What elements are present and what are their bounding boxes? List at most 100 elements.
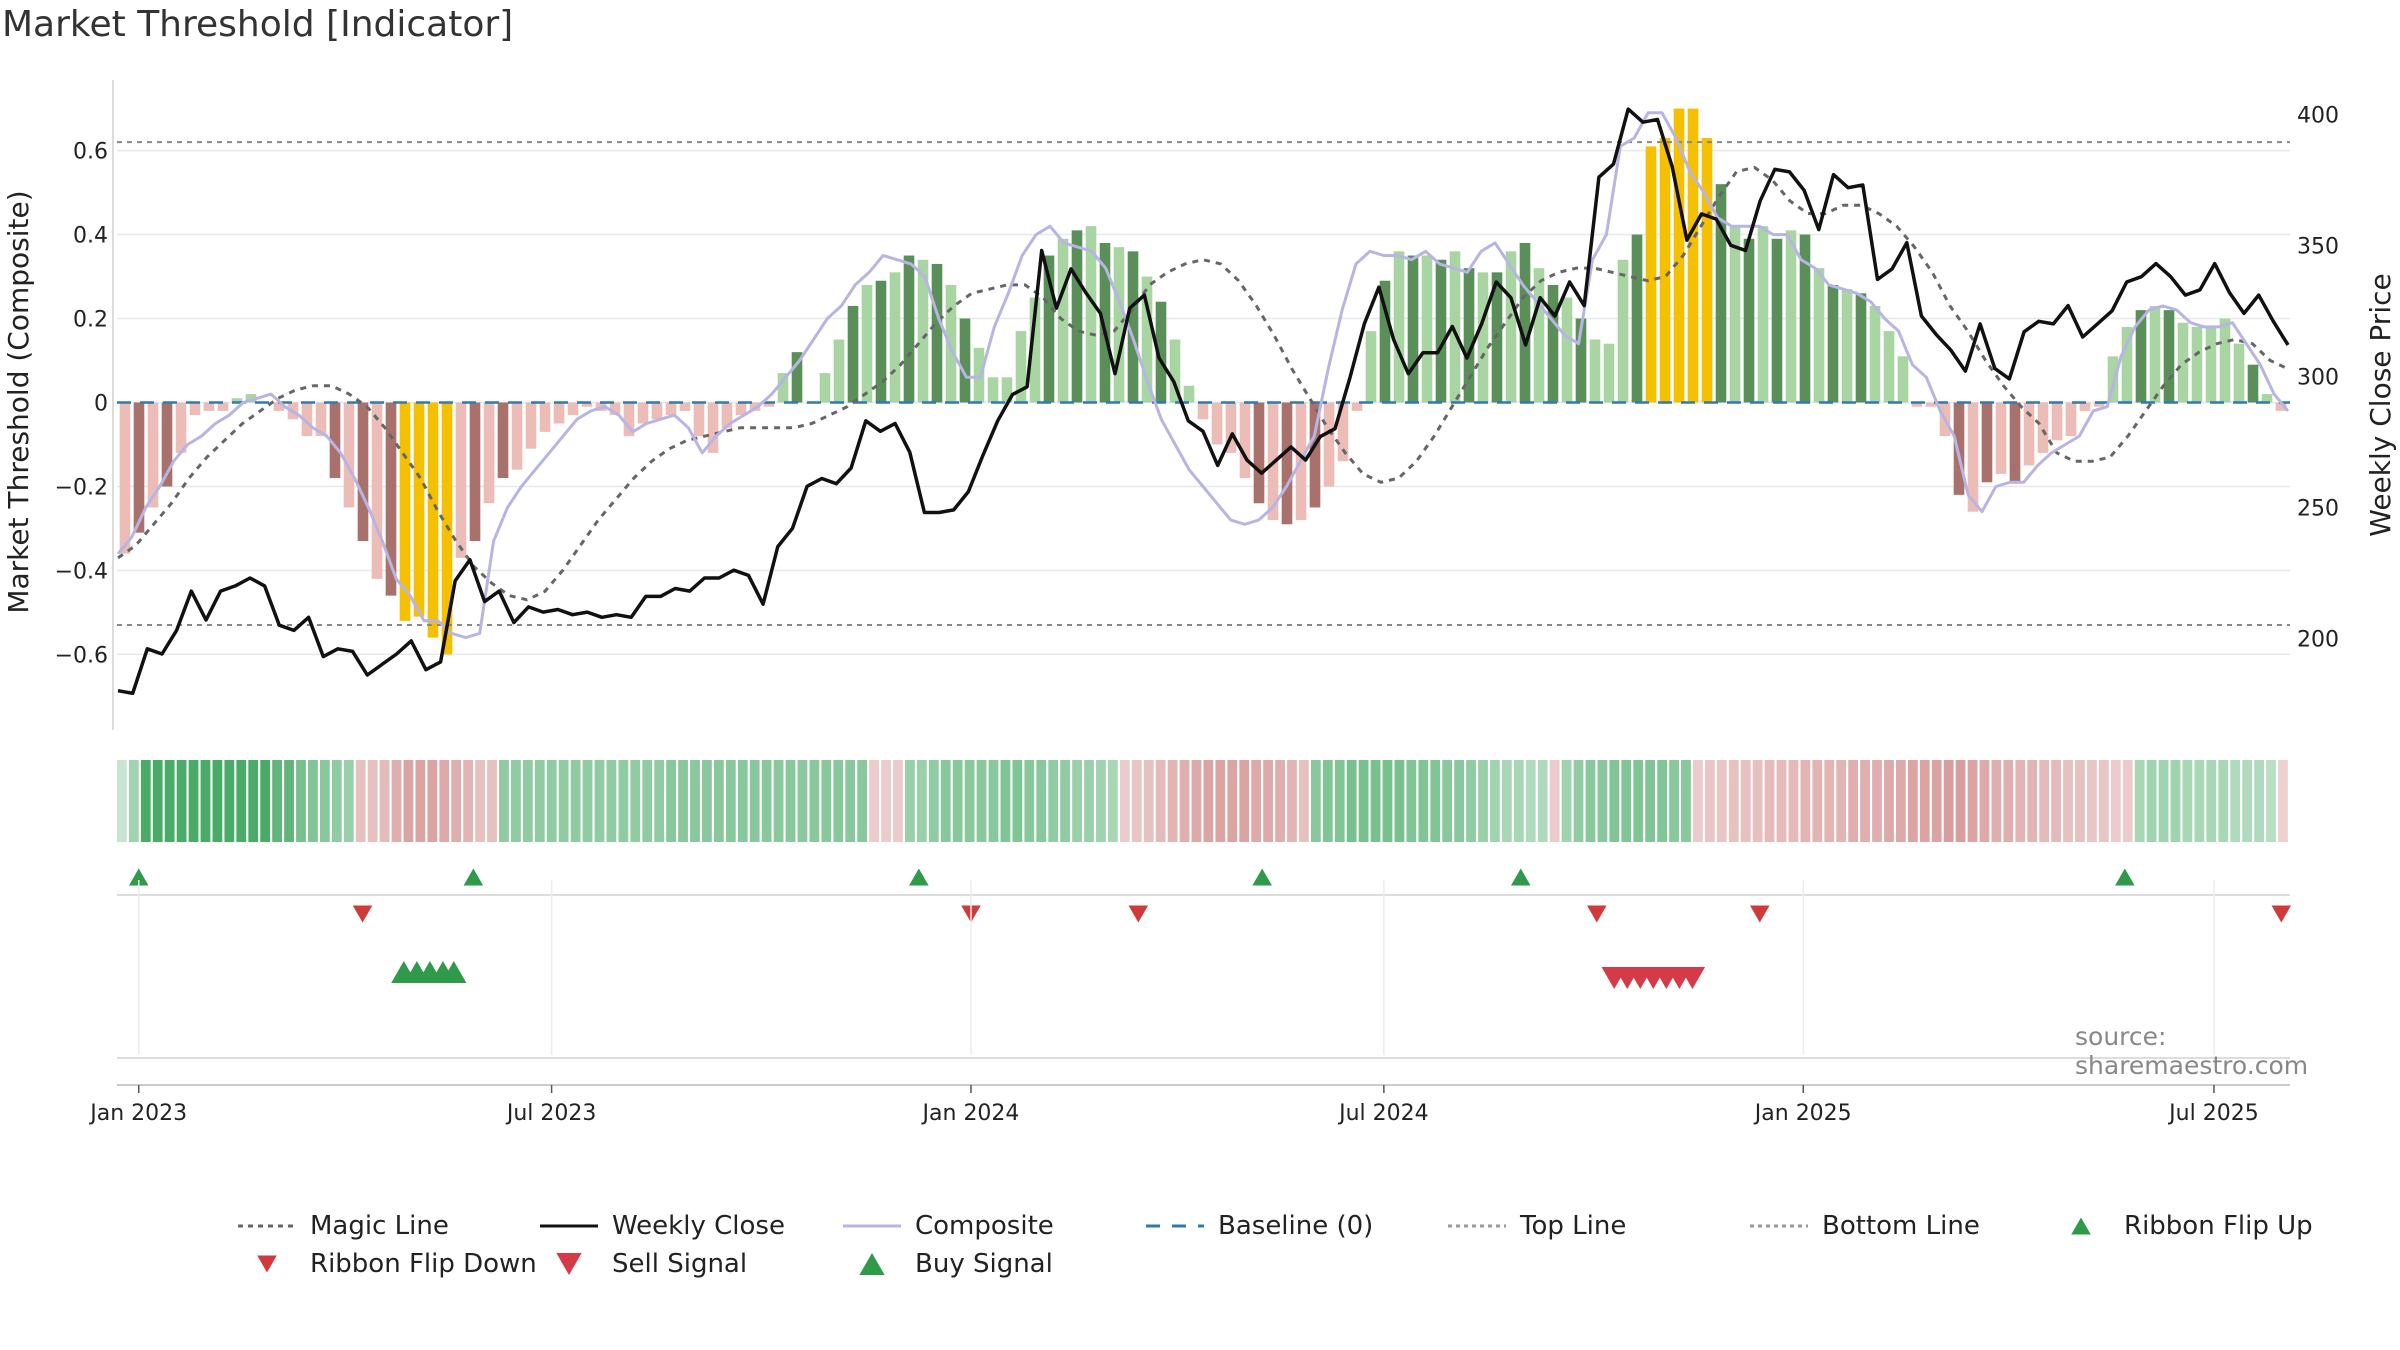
- composite-bar: [1225, 402, 1237, 453]
- ribbon-cell: [2170, 760, 2181, 842]
- ribbon-cell: [2158, 760, 2169, 842]
- ribbon-cell: [702, 760, 712, 842]
- composite-bar: [973, 347, 985, 403]
- ribbon-cell: [737, 760, 748, 842]
- buy-signal-marker: [441, 961, 467, 983]
- composite-bar: [133, 402, 145, 533]
- composite-bar: [875, 280, 887, 403]
- right-tick-label: 350: [2297, 234, 2339, 259]
- composite-bar: [119, 402, 131, 554]
- ribbon-cell: [1239, 760, 1250, 842]
- ribbon-cell: [654, 760, 665, 842]
- ribbon-cell: [1084, 760, 1094, 842]
- left-tick-label: −0.4: [55, 559, 108, 584]
- composite-bar: [1701, 137, 1713, 403]
- ribbon-cell: [857, 760, 868, 842]
- composite-bar: [1953, 402, 1965, 495]
- composite-bar: [1029, 297, 1041, 403]
- legend-item: Baseline (0): [1146, 1211, 1373, 1241]
- ribbon-cell: [1776, 760, 1787, 842]
- ribbon-cell: [1752, 760, 1763, 842]
- composite-bar: [2065, 402, 2077, 437]
- ribbon-cell: [1884, 760, 1894, 842]
- ribbon-cell: [1561, 760, 1572, 842]
- legend-swatch: [556, 1253, 582, 1275]
- ribbon-cell: [630, 760, 641, 842]
- ribbon-cell: [594, 760, 605, 842]
- legend-label: Weekly Close: [612, 1211, 785, 1241]
- ribbon-cell: [1573, 760, 1584, 842]
- composite-bar: [2093, 402, 2105, 407]
- ribbon-cell: [522, 760, 533, 842]
- ribbon-flip-up-marker: [2115, 868, 2135, 886]
- ribbon-cell: [1000, 760, 1011, 842]
- ribbon-cell: [1669, 760, 1679, 842]
- composite-bar: [1449, 251, 1461, 403]
- composite-bar: [1407, 255, 1419, 403]
- composite-bar: [1757, 226, 1769, 403]
- x-tick-label: Jul 2024: [1337, 1101, 1429, 1126]
- ribbon-cell: [916, 760, 927, 842]
- legend-label: Ribbon Flip Down: [310, 1249, 537, 1279]
- composite-bar: [2191, 326, 2203, 403]
- composite-bar: [567, 402, 579, 416]
- ribbon-cell: [534, 760, 545, 842]
- ribbon-cell: [2134, 760, 2145, 842]
- composite-bar: [2135, 310, 2147, 403]
- right-tick-label: 300: [2297, 365, 2339, 390]
- weekly-close-line: [117, 107, 2290, 696]
- right-tick-label: 400: [2297, 103, 2339, 128]
- composite-bar: [525, 402, 537, 449]
- ribbon-cell: [415, 760, 426, 842]
- composite-bar: [903, 255, 915, 403]
- composite-bar: [427, 402, 439, 638]
- composite-bar: [413, 402, 425, 617]
- ribbon-cell: [2218, 760, 2229, 842]
- ribbon-cell: [1096, 760, 1106, 842]
- ribbon-cell: [1824, 760, 1835, 842]
- ribbon-cell: [905, 760, 915, 842]
- right-tick-label: 250: [2297, 496, 2339, 521]
- composite-bar: [455, 402, 467, 558]
- left-tick-label: −0.2: [55, 475, 108, 500]
- composite-bar: [2009, 402, 2021, 483]
- x-tick-label: Jul 2023: [505, 1101, 597, 1126]
- ribbon-cell: [1490, 760, 1500, 842]
- composite-bar: [175, 402, 187, 453]
- ribbon-cell: [809, 760, 820, 842]
- ribbon-cell: [1657, 760, 1667, 842]
- ribbon-cell: [1991, 760, 2002, 842]
- ribbon-cell: [117, 760, 127, 842]
- composite-bar: [1729, 226, 1741, 403]
- ribbon-cell: [1501, 760, 1512, 842]
- ribbon-cell: [403, 760, 414, 842]
- legend-swatch: [2071, 1217, 2091, 1235]
- ribbon-cell: [1346, 760, 1357, 842]
- ribbon-cell: [176, 760, 187, 842]
- ribbon-cell: [1728, 760, 1739, 842]
- composite-bar: [1001, 377, 1013, 403]
- ribbon-cell: [2122, 760, 2133, 842]
- ribbon-cell: [2182, 760, 2193, 842]
- composite-bar: [1155, 301, 1167, 403]
- composite-bar: [161, 402, 173, 487]
- composite-bar: [609, 402, 621, 416]
- composite-bar: [371, 402, 383, 579]
- ribbon-cell: [952, 760, 963, 842]
- ribbon-cell: [1167, 760, 1178, 842]
- ribbon-cell: [940, 760, 951, 842]
- legend-item: Composite: [843, 1211, 1054, 1241]
- composite-bar: [861, 284, 873, 403]
- composite-bar: [2233, 343, 2245, 403]
- ribbon-cell: [821, 760, 832, 842]
- composite-bar: [1127, 251, 1139, 403]
- composite-bar: [777, 373, 789, 403]
- ribbon-cell: [319, 760, 330, 842]
- ribbon-cell: [1681, 760, 1691, 842]
- ribbon-cell: [1454, 760, 1465, 842]
- ribbon-cell: [1597, 760, 1608, 842]
- right-axis-title: Weekly Close Price: [2364, 273, 2397, 536]
- ribbon-cell: [2075, 760, 2085, 842]
- ribbon-cell: [2278, 760, 2288, 842]
- composite-bar: [1883, 331, 1895, 403]
